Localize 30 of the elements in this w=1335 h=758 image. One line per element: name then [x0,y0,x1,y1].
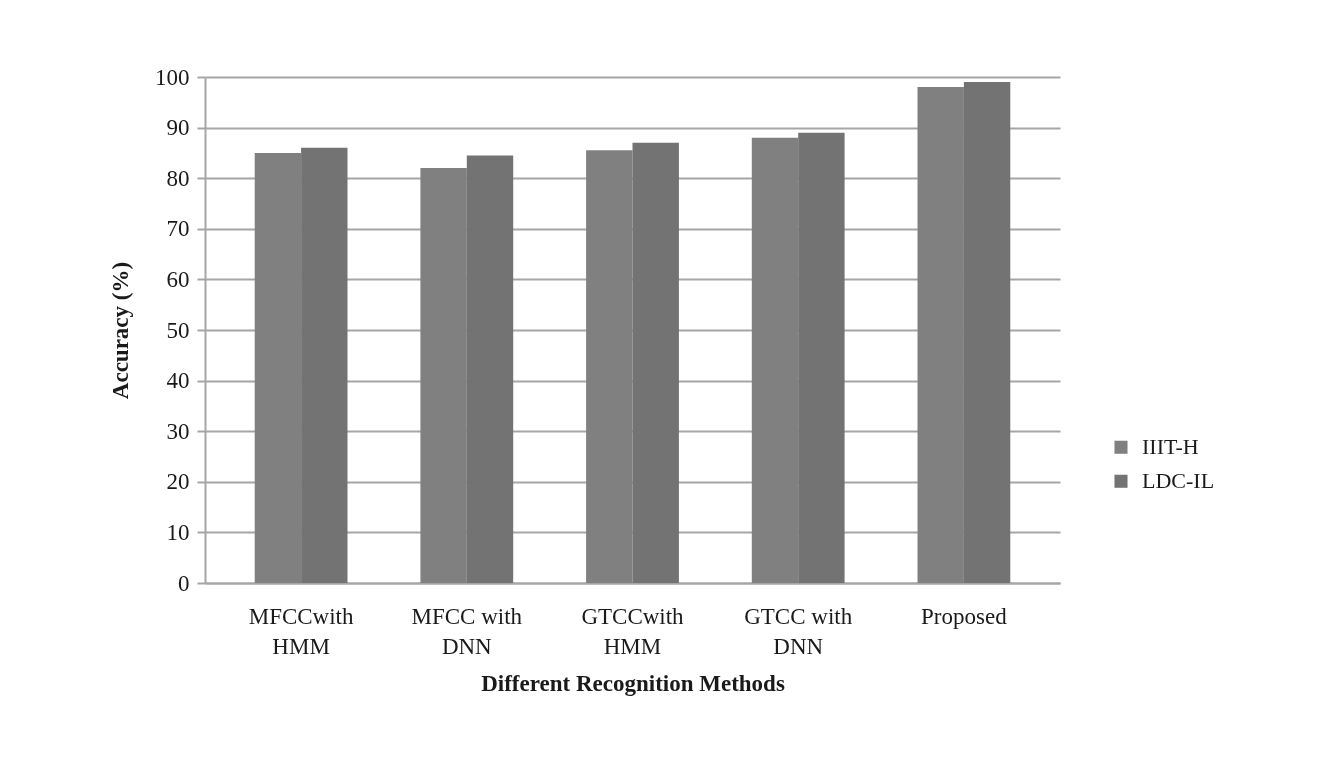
y-tick-label: 20 [166,469,190,495]
y-tick-label: 0 [178,570,190,596]
legend-label: LDC-IL [1142,468,1215,494]
bar [254,152,302,583]
y-tick-label: 40 [166,368,190,394]
bar [632,142,679,583]
bar [917,87,964,583]
x-tick-label: GTCC with DNN [744,603,853,659]
bar [751,137,799,583]
y-axis-title: Accuracy (%) [108,261,133,400]
bar [466,155,514,583]
x-tick-label: GTCCwith HMM [581,603,685,659]
bar [586,150,633,583]
y-tick-label: 80 [166,165,190,191]
bar [963,82,1011,583]
x-tick-label: MFCC with DNN [411,603,523,659]
y-tick-label: 50 [166,317,190,343]
y-tick-label: 100 [155,64,190,90]
y-tick-label: 60 [166,266,190,292]
y-tick-label: 10 [166,519,190,545]
y-tick-label: 90 [166,115,190,141]
legend-label: IIIT-H [1142,434,1199,460]
x-tick-label: MFCCwith HMM [248,603,354,659]
bar [420,168,467,583]
bar [798,132,845,583]
y-tick-label: 30 [166,418,190,444]
y-tick-label: 70 [166,216,190,242]
x-axis-title: Different Recognition Methods [481,670,785,696]
x-tick-label: Proposed [921,603,1008,629]
bar [301,147,348,583]
